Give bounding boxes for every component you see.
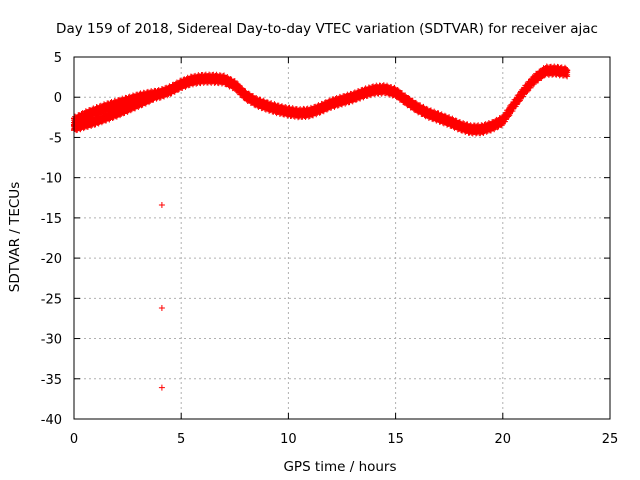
outlier-point — [158, 304, 165, 311]
y-tick-label: -40 — [41, 413, 62, 428]
data-point — [412, 99, 419, 106]
outlier-point — [158, 384, 165, 391]
y-tick-label: -35 — [41, 373, 62, 388]
x-axis-title: GPS time / hours — [283, 459, 396, 475]
y-axis-title: SDTVAR / TECUs — [7, 182, 23, 292]
data-point — [239, 85, 246, 92]
x-tick-label: 5 — [177, 432, 185, 447]
data-point — [394, 86, 401, 93]
x-tick-label: 25 — [602, 432, 619, 447]
axis-ticks: 0 5 10 15 20 25 5 0 -5 -10 -15 -20 -25 -30 -35 -40 — [41, 51, 619, 447]
data-point — [564, 66, 571, 73]
y-tick-label: -20 — [41, 252, 62, 267]
x-tick-label: 0 — [70, 432, 78, 447]
chart-title: Day 159 of 2018, Sidereal Day-to-day VTE… — [56, 21, 598, 37]
y-tick-label: -30 — [41, 333, 62, 348]
data-point — [156, 88, 163, 95]
y-tick-label: -15 — [41, 212, 62, 227]
data-point — [238, 84, 245, 91]
data-points — [71, 63, 571, 391]
outlier-point — [158, 202, 165, 209]
x-tick-label: 10 — [280, 432, 297, 447]
y-tick-label: -10 — [41, 172, 62, 187]
y-tick-label: 0 — [54, 91, 62, 106]
y-tick-label: -5 — [49, 131, 62, 146]
plot-border — [73, 56, 611, 420]
y-tick-label: -25 — [41, 292, 62, 307]
x-tick-label: 20 — [495, 432, 512, 447]
x-tick-label: 15 — [387, 432, 404, 447]
y-tick-label: 5 — [54, 51, 62, 66]
